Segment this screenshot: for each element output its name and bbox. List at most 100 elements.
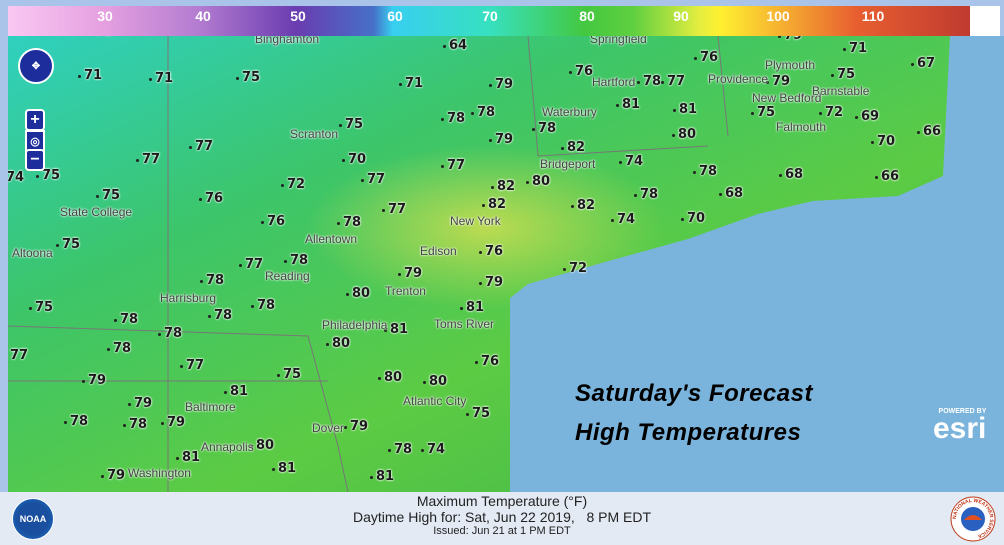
- temperature-label: 77: [381, 202, 407, 217]
- temperature-label: 69: [854, 109, 880, 124]
- city-label: Springfield: [590, 36, 647, 46]
- temperature-label: 78: [250, 298, 276, 313]
- city-label: Washington: [128, 466, 191, 480]
- temperature-label: 78: [106, 341, 132, 356]
- title-line-1: Saturday's Forecast: [575, 380, 813, 407]
- temperature-color-scale: [8, 6, 970, 36]
- temperature-label: 78: [633, 187, 659, 202]
- city-label: New Bedford: [752, 91, 822, 105]
- zoom-out-button[interactable]: −: [25, 149, 45, 171]
- city-label: Trenton: [385, 284, 426, 298]
- temperature-label: 78: [113, 312, 139, 327]
- scale-tick-80: 80: [579, 8, 595, 24]
- map-title: Saturday's Forecast High Temperatures: [575, 374, 813, 452]
- temperature-label: 82: [560, 140, 586, 155]
- temperature-label: 81: [271, 461, 297, 476]
- scale-tick-70: 70: [482, 8, 498, 24]
- temperature-label: 82: [490, 179, 516, 194]
- temperature-label: 80: [345, 286, 371, 301]
- temperature-label: 81: [175, 450, 201, 465]
- temperature-label: 74: [420, 442, 446, 457]
- city-label: Harrisburg: [160, 291, 217, 305]
- temperature-label: 78: [336, 215, 362, 230]
- noaa-logo: NOAA: [12, 498, 54, 540]
- esri-logo: POWERED BY esri: [933, 408, 987, 445]
- scale-tick-30: 30: [97, 8, 113, 24]
- temperature-label: 71: [148, 71, 174, 86]
- city-label: Toms River: [434, 317, 495, 331]
- city-label: Allentown: [305, 232, 358, 246]
- temperature-label: 80: [249, 438, 275, 453]
- valid-time: Daytime High for: Sat, Jun 22 2019, 8 PM…: [352, 509, 652, 525]
- temperature-label: 75: [95, 188, 121, 203]
- temperature-label: 79: [127, 396, 153, 411]
- city-label: Reading: [265, 269, 310, 283]
- temperature-label: 79: [100, 468, 126, 483]
- temperature-label: 70: [870, 134, 896, 149]
- footer: Maximum Temperature (°F) Daytime High fo…: [0, 492, 1004, 545]
- scale-tick-50: 50: [290, 8, 306, 24]
- issued-time: Issued: Jun 21 at 1 PM EDT: [433, 525, 571, 537]
- color-scale-end: [970, 6, 1000, 36]
- temperature-label: 78: [63, 414, 89, 429]
- city-label: Barnstable: [812, 84, 870, 98]
- temperature-label: 78: [531, 121, 557, 136]
- temperature-label: 79: [488, 132, 514, 147]
- temperature-label: 80: [325, 336, 351, 351]
- temperature-label: 81: [383, 322, 409, 337]
- city-label: Edison: [420, 244, 457, 258]
- temperature-label: 77: [238, 257, 264, 272]
- temperature-label: 66: [916, 124, 942, 139]
- temperature-label: 76: [198, 191, 224, 206]
- temperature-label: 80: [671, 127, 697, 142]
- temperature-label: 78: [199, 273, 225, 288]
- temperature-label: 80: [377, 370, 403, 385]
- temperature-label: 74: [8, 170, 25, 185]
- title-line-2: High Temperatures: [575, 419, 802, 446]
- temperature-label: 79: [343, 419, 369, 434]
- temperature-label: 75: [55, 237, 81, 252]
- temperature-label: 77: [135, 152, 161, 167]
- city-label: Philadelphia: [322, 318, 388, 332]
- noaa-logo-text: NOAA: [19, 514, 47, 524]
- city-label: Providence: [708, 72, 769, 86]
- pan-control[interactable]: ✥: [18, 48, 54, 84]
- temperature-label: 74: [610, 212, 636, 227]
- scale-tick-60: 60: [387, 8, 403, 24]
- temperature-label: 70: [680, 211, 706, 226]
- temperature-label: 78: [122, 417, 148, 432]
- map-background: [8, 36, 1004, 492]
- temperature-label: 72: [562, 261, 588, 276]
- temperature-label: 79: [81, 373, 107, 388]
- temperature-label: 75: [276, 367, 302, 382]
- map[interactable]: 7264797167717175717976787776797578788181…: [8, 36, 1004, 492]
- temperature-label: 79: [777, 36, 802, 43]
- temperature-label: 77: [440, 158, 466, 173]
- temperature-label: 72: [95, 36, 113, 39]
- city-label: Atlantic City: [403, 394, 467, 408]
- temperature-label: 81: [459, 300, 485, 315]
- temperature-label: 72: [818, 105, 844, 120]
- temperature-label: 77: [188, 139, 214, 154]
- temperature-label: 77: [179, 358, 205, 373]
- city-label: State College: [60, 205, 133, 219]
- city-label: Hartford: [592, 75, 636, 89]
- temperature-label: 78: [207, 308, 233, 323]
- temperature-label: 76: [693, 50, 719, 65]
- temperature-label: 71: [398, 76, 424, 91]
- temperature-label: 64: [442, 38, 468, 53]
- temperature-label: 81: [672, 102, 698, 117]
- scale-tick-90: 90: [673, 8, 689, 24]
- temperature-label: 82: [481, 197, 507, 212]
- city-label: Dover: [312, 421, 345, 435]
- temperature-label: 75: [830, 67, 856, 82]
- globe-icon[interactable]: ◎: [25, 130, 45, 152]
- city-label: Bridgeport: [540, 157, 596, 171]
- temperature-label: 76: [478, 244, 504, 259]
- city-label: Plymouth: [765, 58, 816, 72]
- temperature-label: 75: [338, 117, 364, 132]
- temperature-label: 78: [470, 105, 496, 120]
- zoom-in-button[interactable]: +: [25, 109, 45, 131]
- city-label: Baltimore: [185, 400, 236, 414]
- temperature-label: 77: [360, 172, 386, 187]
